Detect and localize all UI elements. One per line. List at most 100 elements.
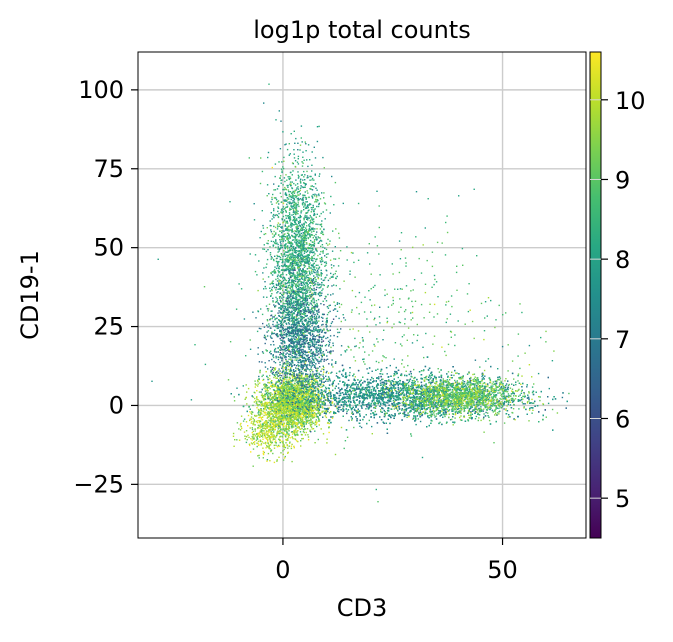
data-point [321,250,324,253]
data-point [277,255,279,258]
data-point [285,188,287,190]
data-point [302,274,304,277]
data-point [299,149,301,151]
data-point [296,327,298,329]
data-point [267,276,270,278]
data-point [296,430,298,432]
data-point [294,189,296,192]
data-point [266,227,268,229]
data-point [268,323,270,325]
data-point [294,259,296,261]
data-point [280,287,282,290]
data-point [275,283,278,286]
data-point [310,405,313,408]
data-point [271,274,274,276]
data-point [280,379,282,382]
data-point [312,237,314,239]
data-point [275,260,278,263]
data-point [265,250,268,253]
data-point [257,385,259,387]
data-point [278,412,280,414]
data-point [271,384,274,386]
data-point [325,411,328,413]
data-point [307,417,310,419]
data-point [281,210,283,212]
data-point [249,418,251,420]
data-point [279,425,281,428]
data-point [317,420,319,422]
data-point [313,291,316,294]
data-point [281,297,283,299]
data-point [284,208,286,210]
data-point [295,403,298,406]
data-point [275,202,278,204]
data-point [327,307,330,309]
data-point [295,202,297,205]
data-point [276,393,278,395]
data-point [318,418,320,420]
data-point [297,398,299,401]
data-point [284,350,286,352]
data-point [320,239,322,242]
data-point [308,410,310,413]
data-point [325,248,328,251]
data-point [302,270,305,272]
data-point [281,399,283,401]
data-point [296,397,299,399]
data-point [304,174,306,176]
data-point [302,407,305,409]
data-point [300,125,303,127]
data-point [288,272,290,274]
data-point [260,394,263,397]
data-point [309,159,311,161]
data-point [266,423,268,425]
data-point [275,407,278,410]
data-point [302,275,304,278]
data-point [283,308,285,310]
data-point [286,319,289,321]
data-point [296,400,299,403]
data-point [278,395,280,398]
data-point [279,177,281,179]
data-point [247,414,250,417]
data-point [279,283,282,285]
data-point [314,339,316,342]
data-point [274,395,276,398]
data-point [309,388,311,390]
data-point [291,298,293,300]
data-point [283,219,286,221]
data-point [283,387,285,389]
data-point [292,195,295,197]
data-point [253,401,256,403]
data-point [300,254,303,256]
data-point [287,400,289,402]
data-point [313,268,316,270]
data-point [292,293,295,295]
data-point [281,397,283,400]
data-point [298,427,300,429]
data-point [304,386,306,388]
data-point [321,411,323,413]
data-point [322,211,324,213]
data-point [296,259,298,262]
data-point [324,203,327,205]
data-point [263,102,265,104]
data-point [288,403,290,405]
data-point [289,177,292,179]
data-point [287,409,290,412]
data-point [283,235,285,238]
data-point [323,354,325,356]
data-point [278,432,280,435]
data-point [293,259,295,261]
data-point [297,163,300,165]
data-point [299,414,301,416]
data-point [275,239,277,241]
data-point [318,356,320,359]
data-point [325,416,328,419]
data-point [298,232,300,234]
data-point [307,306,310,309]
data-point [277,397,280,399]
data-point [278,386,280,389]
data-point [302,372,304,374]
data-point [292,351,295,353]
